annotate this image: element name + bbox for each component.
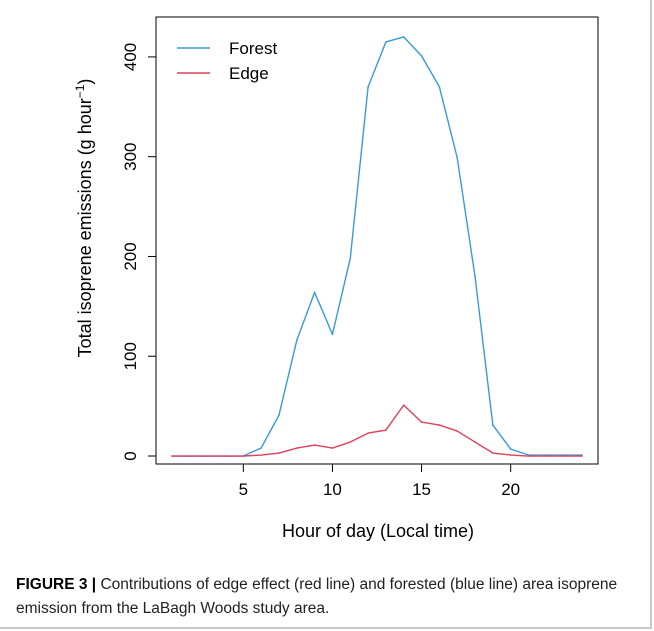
- x-tick-label-20: 20: [501, 480, 520, 499]
- y-tick-label-400: 400: [121, 43, 140, 71]
- data-point-forest-17: [456, 156, 459, 159]
- y-tick-label-0: 0: [121, 451, 140, 460]
- data-point-edge-22: [545, 455, 548, 457]
- data-point-edge-20: [509, 454, 512, 456]
- data-point-forest-6: [260, 447, 262, 449]
- data-point-edge-8: [295, 447, 298, 449]
- data-point-forest-14: [402, 36, 405, 38]
- data-point-forest-19: [492, 424, 494, 426]
- data-point-forest-20: [509, 448, 512, 450]
- data-point-forest-15: [420, 55, 423, 57]
- data-point-forest-11: [349, 257, 352, 260]
- legend-label-edge: Edge: [229, 64, 269, 83]
- data-point-edge-16: [438, 424, 441, 426]
- figure-caption-text: Contributions of edge effect (red line) …: [16, 576, 618, 617]
- data-point-edge-6: [260, 454, 262, 456]
- data-point-edge-13: [385, 429, 387, 431]
- y-tick-label-200: 200: [121, 242, 140, 270]
- data-point-forest-10: [331, 333, 334, 336]
- data-point-forest-12: [367, 86, 369, 88]
- data-point-forest-18: [474, 275, 476, 278]
- data-point-edge-10: [331, 447, 334, 449]
- data-point-forest-7: [278, 414, 280, 416]
- data-point-edge-19: [492, 452, 494, 454]
- data-point-forest-13: [385, 41, 387, 43]
- x-axis-title: Hour of day (Local time): [282, 521, 474, 541]
- data-point-edge-17: [456, 430, 459, 432]
- data-point-edge-4: [224, 455, 227, 457]
- data-point-edge-7: [278, 452, 280, 454]
- data-point-forest-16: [438, 86, 441, 88]
- plot-frame: [155, 16, 599, 465]
- data-point-edge-15: [420, 421, 423, 423]
- data-point-forest-8: [295, 339, 298, 342]
- data-point-forest-9: [313, 291, 316, 294]
- data-point-edge-14: [402, 404, 405, 406]
- x-tick-label-5: 5: [239, 480, 248, 499]
- x-tick-label-15: 15: [412, 480, 431, 499]
- data-point-edge-3: [206, 455, 209, 457]
- data-point-edge-5: [242, 455, 245, 457]
- data-point-edge-12: [367, 432, 369, 434]
- data-point-edge-11: [349, 441, 352, 443]
- figure-caption: FIGURE 3 | Contributions of edge effect …: [16, 573, 636, 621]
- data-point-edge-23: [563, 455, 565, 457]
- figure-caption-label: FIGURE 3 |: [16, 576, 97, 593]
- series-line-forest: [172, 36, 582, 457]
- data-point-edge-18: [474, 441, 476, 443]
- x-tick-label-10: 10: [323, 480, 342, 499]
- data-point-edge-21: [527, 455, 530, 457]
- data-point-edge-2: [189, 455, 191, 457]
- data-point-edge-24: [581, 455, 583, 457]
- series-line-edge: [172, 404, 582, 457]
- legend-label-forest: Forest: [229, 39, 277, 58]
- y-tick-label-100: 100: [121, 342, 140, 370]
- y-axis-title: Total isoprene emissions (g hour−1): [73, 79, 95, 358]
- data-point-edge-1: [171, 455, 173, 457]
- y-tick-label-300: 300: [121, 143, 140, 171]
- data-point-edge-9: [313, 444, 316, 446]
